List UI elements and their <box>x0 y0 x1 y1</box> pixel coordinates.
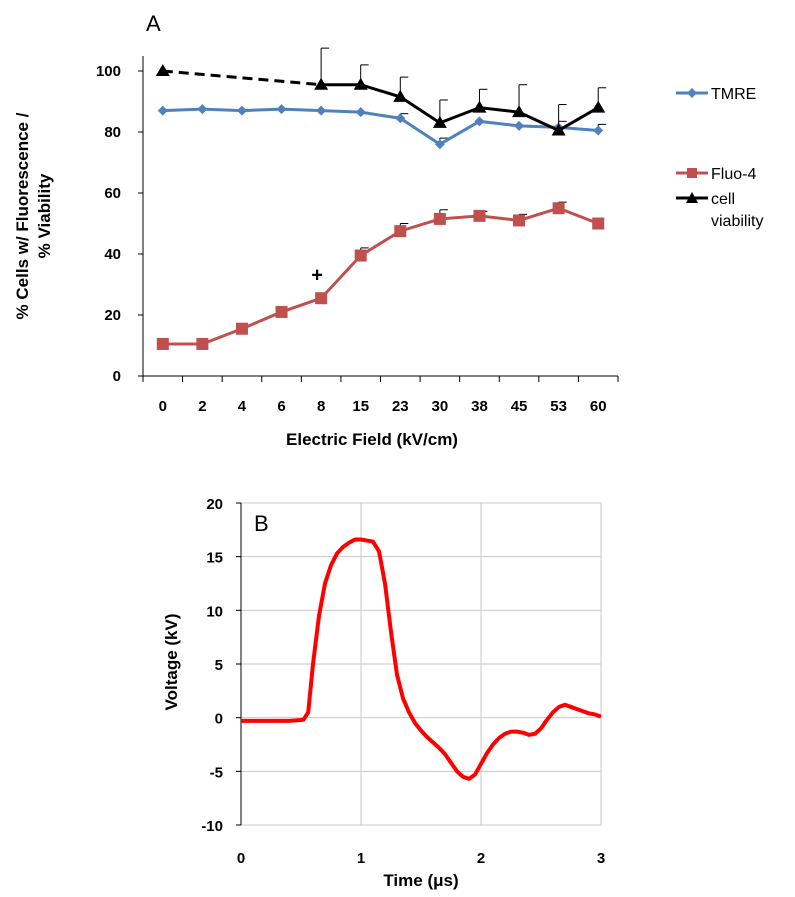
legend-viability-marker <box>686 192 698 203</box>
chart-a-x-axis-title: Electric Field (kV/cm) <box>286 430 458 449</box>
legend-fluo4-marker <box>687 168 697 178</box>
data-point <box>353 77 368 90</box>
chart-b-y-tick-label: 0 <box>215 711 223 728</box>
data-point <box>472 100 487 113</box>
chart-a-series-line <box>162 206 599 346</box>
chart-a-series-line <box>321 83 599 133</box>
data-point <box>354 249 367 262</box>
chart-b-label-background <box>253 511 273 537</box>
chart-b-panel-label: B <box>254 511 269 536</box>
chart-a-x-tick-label: 60 <box>590 398 607 415</box>
chart-b-y-tick-label: 10 <box>206 603 223 620</box>
chart-a: A 0 20 40 60 80 100 0 2 4 6 8 15 23 30 38 45 53 60 Elect… <box>13 11 763 449</box>
data-point <box>394 225 407 238</box>
data-point <box>155 64 170 76</box>
data-point <box>275 305 288 318</box>
legend-item-fluo4: Fluo-4 <box>676 166 756 183</box>
chart-a-series-1 <box>156 201 605 350</box>
chart-b-x-tick-label: 0 <box>237 850 245 867</box>
chart-b-y-tick-label: 20 <box>206 496 223 513</box>
chart-b-y-tick-label: -10 <box>201 818 223 835</box>
chart-a-x-tick-label: 45 <box>511 398 528 415</box>
chart-a-y-tick-label: 100 <box>96 63 121 80</box>
chart-a-x-tick-label: 15 <box>352 398 369 415</box>
data-point <box>473 209 486 222</box>
chart-a-dashed-connector <box>162 69 322 87</box>
chart-a-x-tick-label: 38 <box>471 398 488 415</box>
chart-a-x-tick-label: 23 <box>392 398 409 415</box>
chart-a-annotation: + <box>311 264 323 286</box>
data-point <box>551 123 566 136</box>
legend-fluo4-label: Fluo-4 <box>711 166 756 183</box>
data-point <box>196 337 209 350</box>
chart-b-x-tick-label: 1 <box>357 850 365 867</box>
data-point <box>513 214 526 227</box>
data-point <box>314 77 329 90</box>
chart-b-y-axis-title: Voltage (kV) <box>162 614 181 711</box>
chart-a-y-tick-label: 20 <box>104 307 121 324</box>
data-point <box>433 212 446 225</box>
legend-item-viability: cell viability <box>676 191 763 230</box>
chart-a-y-axis-title-line2: % Viability <box>35 173 54 258</box>
legend-viability-label-line2: viability <box>711 213 763 230</box>
data-point <box>197 104 208 115</box>
chart-a-series-line <box>162 107 599 146</box>
chart-a-y-tick-label: 60 <box>104 185 121 202</box>
data-point <box>156 337 169 350</box>
data-point <box>591 100 606 113</box>
chart-a-y-tick-label: 40 <box>104 246 121 263</box>
data-point <box>315 292 328 305</box>
chart-b-y-tick-label: 15 <box>206 550 223 567</box>
chart-a-y-tick-label: 0 <box>113 368 121 385</box>
chart-a-x-tick-label: 0 <box>159 398 167 415</box>
data-point <box>512 105 527 118</box>
chart-a-x-tick-label: 4 <box>238 398 247 415</box>
chart-b-x-tick-label: 2 <box>477 850 485 867</box>
data-point <box>157 105 168 116</box>
chart-a-axes <box>142 56 618 377</box>
legend-item-tmre: TMRE <box>676 86 756 103</box>
chart-a-series-2 <box>155 47 607 136</box>
chart-b: -10 -5 0 5 10 15 20 0 1 2 3 B Time (μs) Voltage (… <box>162 496 605 890</box>
data-point <box>593 125 604 136</box>
chart-b-y-tick-label: 5 <box>215 657 223 674</box>
data-point <box>235 322 248 335</box>
chart-a-series-0 <box>157 104 607 150</box>
data-point <box>434 139 445 150</box>
chart-a-x-tick-label: 53 <box>550 398 567 415</box>
data-point <box>276 104 287 115</box>
data-point <box>316 105 327 116</box>
chart-b-y-tick-label: -5 <box>210 764 223 781</box>
chart-a-y-tick-label: 80 <box>104 124 121 141</box>
legend-tmre-label: TMRE <box>711 86 756 103</box>
data-point <box>355 107 366 118</box>
data-point <box>432 115 447 128</box>
data-point <box>552 202 565 215</box>
chart-b-voltage-line <box>241 537 602 781</box>
chart-a-panel-label: A <box>146 11 161 36</box>
legend-tmre-marker <box>687 88 697 98</box>
chart-b-x-tick-label: 3 <box>597 850 605 867</box>
data-point <box>393 89 408 102</box>
chart-a-legend: TMRE Fluo-4 cell viability <box>676 86 763 230</box>
chart-a-x-tick-label: 2 <box>198 398 206 415</box>
legend-viability-label-line1: cell <box>711 191 735 208</box>
data-point <box>474 116 485 127</box>
chart-a-x-tick-label: 30 <box>432 398 449 415</box>
chart-a-x-tick-label: 8 <box>317 398 325 415</box>
data-point <box>514 120 525 131</box>
data-point <box>395 113 406 124</box>
chart-a-y-axis-title-line1: % Cells w/ Fluorescence / <box>13 112 32 319</box>
data-point <box>236 105 247 116</box>
chart-a-x-tick-label: 6 <box>277 398 285 415</box>
data-point <box>592 217 605 230</box>
chart-b-x-axis-title: Time (μs) <box>383 871 458 890</box>
